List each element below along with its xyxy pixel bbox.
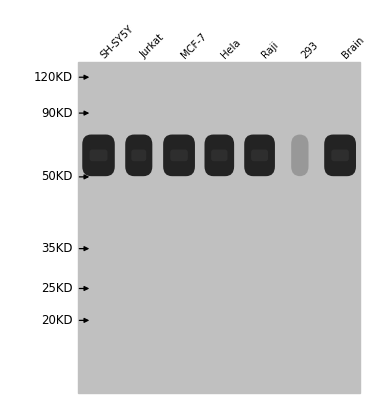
FancyBboxPatch shape — [163, 134, 195, 176]
FancyBboxPatch shape — [82, 134, 115, 176]
Text: Hela: Hela — [219, 38, 242, 60]
FancyBboxPatch shape — [89, 150, 108, 161]
Text: 50KD: 50KD — [42, 170, 73, 183]
FancyBboxPatch shape — [204, 134, 234, 176]
FancyBboxPatch shape — [211, 150, 227, 161]
FancyBboxPatch shape — [251, 150, 268, 161]
Text: 120KD: 120KD — [34, 71, 73, 84]
Text: 90KD: 90KD — [41, 107, 73, 120]
Text: 25KD: 25KD — [41, 282, 73, 295]
FancyBboxPatch shape — [131, 150, 146, 161]
Text: 293: 293 — [300, 40, 320, 60]
FancyBboxPatch shape — [244, 134, 275, 176]
Text: Raji: Raji — [260, 40, 280, 60]
Text: SH-SY5Y: SH-SY5Y — [99, 24, 135, 60]
FancyBboxPatch shape — [324, 134, 356, 176]
FancyBboxPatch shape — [331, 150, 349, 161]
Bar — [78, 62, 360, 393]
FancyBboxPatch shape — [291, 134, 309, 176]
FancyBboxPatch shape — [170, 150, 188, 161]
Text: Brain: Brain — [340, 35, 366, 60]
FancyBboxPatch shape — [125, 134, 152, 176]
Text: MCF-7: MCF-7 — [179, 31, 208, 60]
Text: 20KD: 20KD — [41, 314, 73, 327]
Text: 35KD: 35KD — [42, 242, 73, 255]
Text: Jurkat: Jurkat — [139, 33, 166, 60]
